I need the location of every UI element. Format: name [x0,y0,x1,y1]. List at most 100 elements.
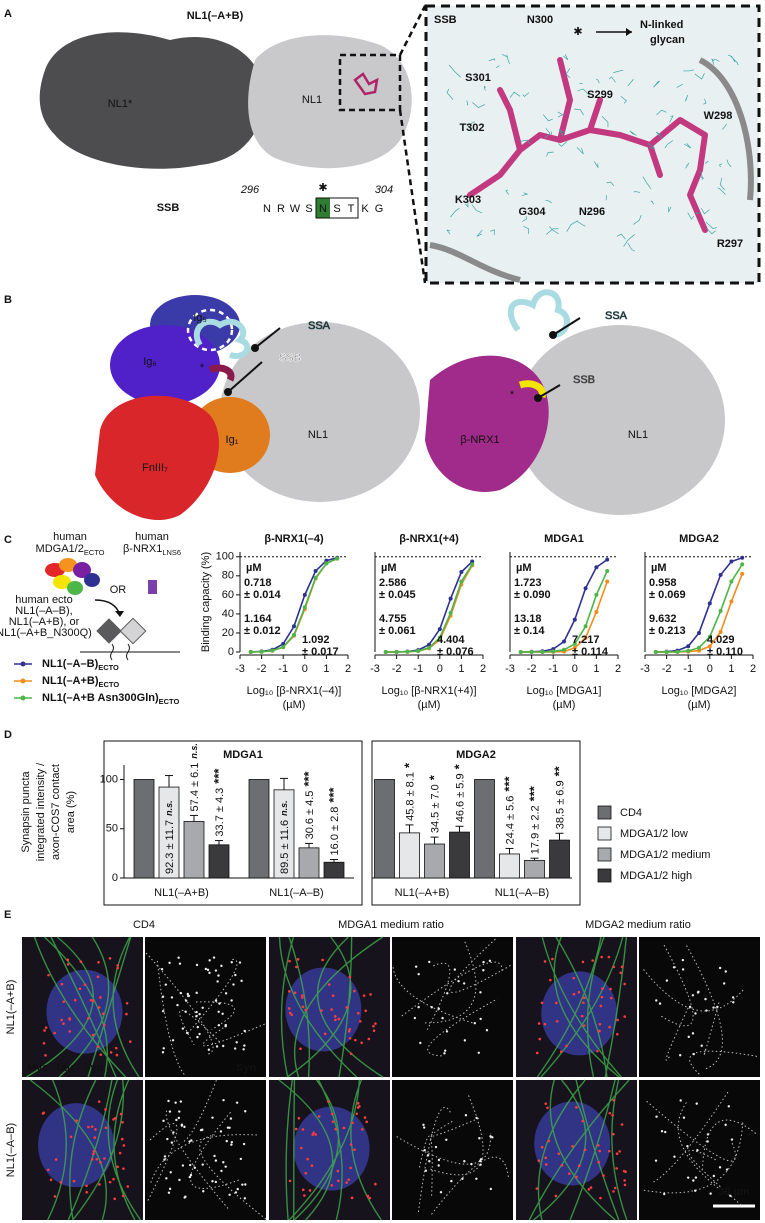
syn-puncta [353,1148,356,1151]
syn-gray-puncta [428,1160,431,1163]
syn-gray-puncta [198,1012,201,1016]
chain-label: NL1* [108,98,133,110]
data-point [394,650,399,654]
syn-puncta [597,1160,600,1164]
syn-gray-puncta [428,960,431,964]
syn-gray-puncta [217,974,220,977]
value-label: 89.5 ± 11.6 n.s. [279,800,291,874]
syn-gray-puncta [234,1191,238,1194]
syn-gray-puncta [208,971,211,975]
syn-puncta [342,1126,346,1130]
syn-gray-puncta [658,1002,662,1005]
syn-gray-puncta [725,1168,729,1171]
syn-gray-puncta [712,1006,715,1009]
syn-gray-puncta [195,1010,198,1014]
syn-puncta [333,1015,337,1018]
syn-puncta [122,1167,125,1170]
syn-puncta [300,994,304,997]
syn-puncta [306,1157,309,1161]
syn-gray-puncta [419,1041,422,1045]
syn-puncta [348,1037,352,1040]
y-tick-label: 60 [222,589,234,601]
panel-frame [103,740,363,906]
syn-puncta [120,1137,124,1141]
syn-puncta [582,1001,585,1005]
syn-puncta [287,1007,291,1010]
x-tick-label: -3 [370,663,380,675]
channel-label: Tau [55,1062,74,1074]
y-tick-label: 40 [222,608,234,620]
syn-gray-puncta [681,958,685,962]
annotation: glycan [650,34,685,46]
syn-gray-puncta [479,1159,482,1163]
structure-title: NL1(–A+B) [187,10,244,22]
syn-gray-puncta [445,1030,449,1033]
syn-puncta [581,960,585,964]
residue-label: N300 [527,14,553,26]
syn-puncta [572,992,576,996]
axon-tau [26,936,140,1078]
annotation: N-linked [640,19,683,31]
syn-puncta [104,1108,107,1111]
panel-letter: E [4,909,11,921]
gray-image [392,1080,513,1220]
y-tick-label: 0 [112,872,118,884]
syn-puncta [619,971,622,975]
syn-gray-puncta [163,1155,167,1158]
syn-gray-puncta [686,1144,689,1148]
legend-label-sub: ECTO [159,697,180,706]
syn-gray-puncta [243,1029,246,1033]
syn-puncta [53,1195,57,1198]
schematic-label: NL1(–A–B), [15,605,72,617]
kd-label: 4.404 [437,634,465,646]
syn-gray-puncta [183,1196,186,1199]
residue: K [361,203,369,215]
schematic-label: β-NRX1LNS6 [123,543,181,558]
value-label: 38.5 ± 6.9 ** [552,765,567,829]
syn-gray-puncta [678,1054,682,1057]
x-tick-label: 0 [302,663,308,675]
domain [67,581,83,595]
syn-gray-puncta [161,1051,165,1054]
residue-label: W298 [704,110,733,122]
syn-puncta [543,960,547,963]
syn-gray-puncta [695,1102,698,1105]
syn-gray-puncta [211,1180,214,1183]
x-tick-label: 1 [323,663,329,675]
x-tick-label: NL1(–A+B) [154,887,209,899]
residue: S [333,203,340,215]
syn-puncta [347,1178,350,1182]
syn-puncta [311,1133,315,1136]
syn-puncta [85,1184,88,1188]
syn-gray-puncta [475,1116,478,1120]
syn-gray-puncta [706,1133,710,1136]
syn-puncta [356,1102,360,1105]
syn-gray-puncta [241,1183,244,1186]
schematic-label: NL1(–A+B), or [9,616,80,628]
syn-gray-puncta [230,1140,234,1144]
syn-gray-puncta [178,1178,181,1182]
syn-gray-puncta [731,996,735,999]
x-tick-label: 0 [437,663,443,675]
syn-puncta [125,1012,128,1016]
axon-tau [278,936,384,1078]
syn-gray-puncta [479,1017,482,1021]
data-point [572,641,577,646]
syn-puncta [349,1166,352,1170]
syn-puncta [299,1047,302,1051]
schematic-label-sub: LNS6 [162,548,181,557]
schematic-label: MDGA1/2ECTO [36,543,105,558]
syn-puncta [301,1128,305,1131]
syn-puncta [294,1127,298,1131]
x-tick-label: -2 [392,663,402,675]
syn-puncta [103,1157,106,1160]
syn-puncta [301,1188,305,1192]
syn-puncta [349,1143,353,1146]
syn-puncta [362,994,366,997]
nl1-surface [220,322,420,502]
syn-gray-puncta [189,1163,192,1167]
chart-title: β-NRX1(+4) [399,533,459,545]
row-label: NL1(–A+B) [5,980,17,1035]
syn-puncta [41,1112,45,1115]
syn-puncta [372,1024,375,1028]
